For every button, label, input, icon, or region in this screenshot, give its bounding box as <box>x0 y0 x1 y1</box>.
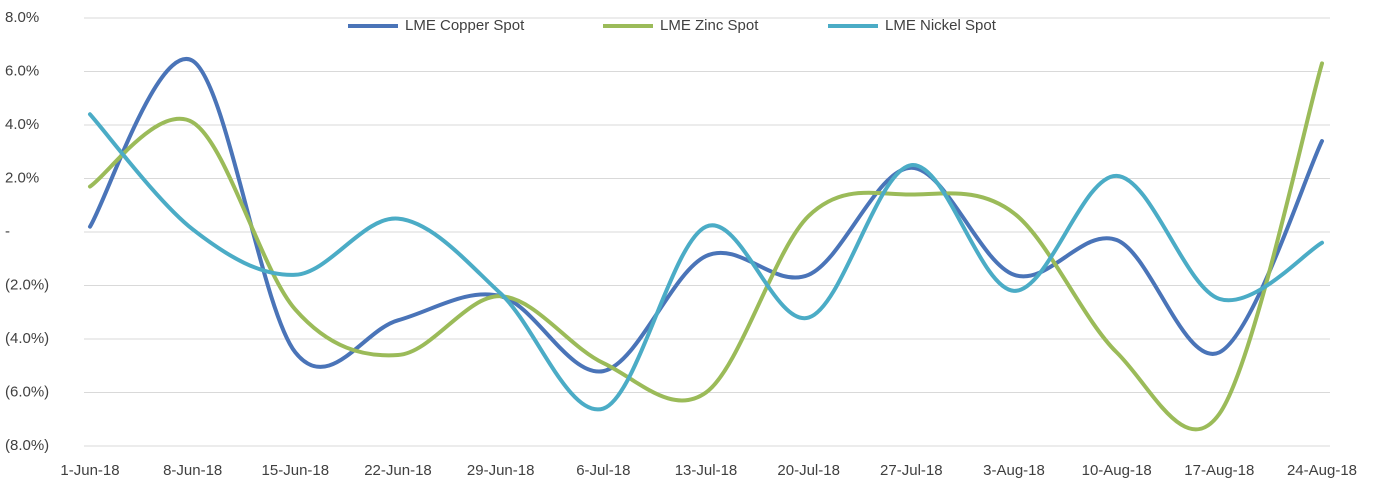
y-tick-label: 6.0% <box>5 62 39 79</box>
y-tick-label: 4.0% <box>5 116 39 133</box>
y-tick-label: 2.0% <box>5 169 39 186</box>
y-tick-label: - <box>5 223 10 240</box>
x-tick-label: 1-Jun-18 <box>60 462 119 479</box>
series-line <box>88 61 1324 432</box>
x-tick-label: 3-Aug-18 <box>983 462 1045 479</box>
x-tick-label: 27-Jul-18 <box>880 462 943 479</box>
x-tick-label: 15-Jun-18 <box>262 462 330 479</box>
y-tick-label: (4.0%) <box>5 330 49 347</box>
series-line <box>88 56 1324 374</box>
y-tick-label: 8.0% <box>5 9 39 26</box>
y-tick-label: (2.0%) <box>5 276 49 293</box>
x-tick-label: 6-Jul-18 <box>576 462 630 479</box>
legend-label: LME Zinc Spot <box>660 17 759 34</box>
x-tick-label: 13-Jul-18 <box>675 462 738 479</box>
legend-label: LME Nickel Spot <box>885 17 997 34</box>
x-tick-label: 24-Aug-18 <box>1287 462 1357 479</box>
x-tick-label: 29-Jun-18 <box>467 462 535 479</box>
x-tick-label: 17-Aug-18 <box>1184 462 1254 479</box>
y-tick-label: (6.0%) <box>5 383 49 400</box>
x-tick-label: 20-Jul-18 <box>777 462 840 479</box>
legend-label: LME Copper Spot <box>405 17 525 34</box>
series-line <box>88 112 1324 412</box>
y-tick-label: (8.0%) <box>5 437 49 454</box>
x-tick-label: 10-Aug-18 <box>1082 462 1152 479</box>
x-tick-label: 8-Jun-18 <box>163 462 222 479</box>
x-tick-label: 22-Jun-18 <box>364 462 432 479</box>
